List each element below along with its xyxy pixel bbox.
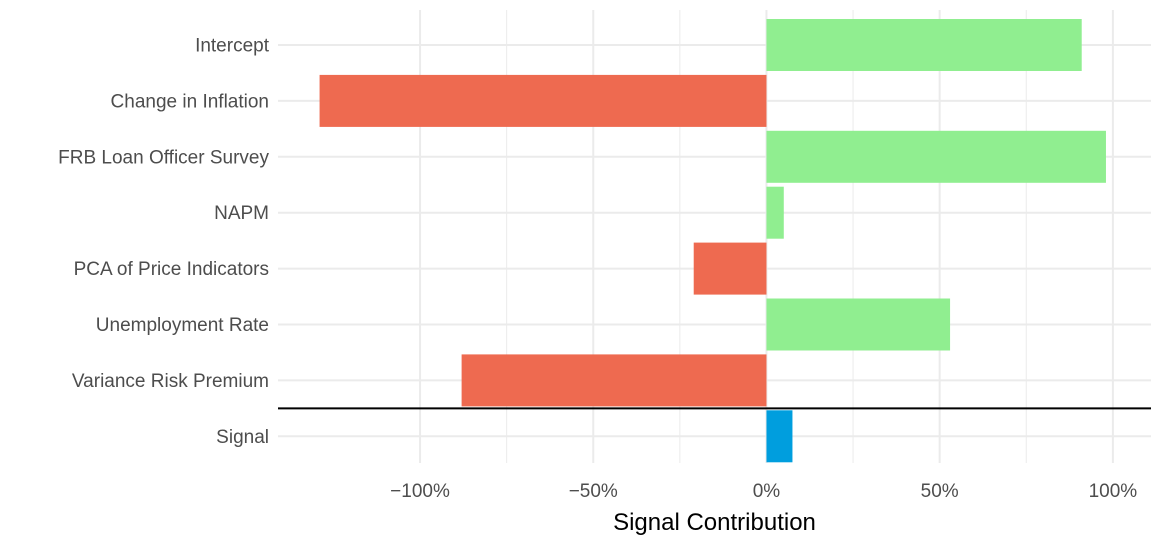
category-label-change-in-inflation: Change in Inflation xyxy=(111,91,269,112)
bar-change-in-inflation xyxy=(319,74,767,127)
bar-signal xyxy=(766,410,793,463)
category-label-unemployment-rate: Unemployment Rate xyxy=(96,315,269,336)
category-label-napm: NAPM xyxy=(214,203,269,224)
category-label-signal: Signal xyxy=(216,427,269,448)
category-labels: Intercept Change in Inflation FRB Loan Off… xyxy=(58,36,270,448)
category-label-pca-of-price-indicators: PCA of Price Indicators xyxy=(74,259,269,280)
x-tick-label: 0% xyxy=(753,481,781,502)
category-label-variance-risk-premium: Variance Risk Premium xyxy=(72,371,269,392)
category-label-frb-loan-officer-survey: FRB Loan Officer Survey xyxy=(58,147,269,168)
bar-napm xyxy=(766,186,784,239)
bars xyxy=(319,19,1106,463)
x-tick-label: −50% xyxy=(569,481,618,502)
x-axis-title: Signal Contribution xyxy=(613,509,816,536)
x-tick-labels: −100% −50% 0% 50% 100% xyxy=(390,481,1137,502)
bar-intercept xyxy=(766,19,1082,71)
bar-unemployment-rate xyxy=(766,298,951,351)
bar-frb-loan-officer-survey xyxy=(766,130,1106,183)
x-tick-label: 100% xyxy=(1089,481,1138,502)
bar-variance-risk-premium xyxy=(461,354,767,407)
bar-pca-of-price-indicators xyxy=(693,242,767,295)
category-label-intercept: Intercept xyxy=(195,36,270,57)
x-tick-label: 50% xyxy=(921,481,959,502)
x-tick-label: −100% xyxy=(390,481,450,502)
